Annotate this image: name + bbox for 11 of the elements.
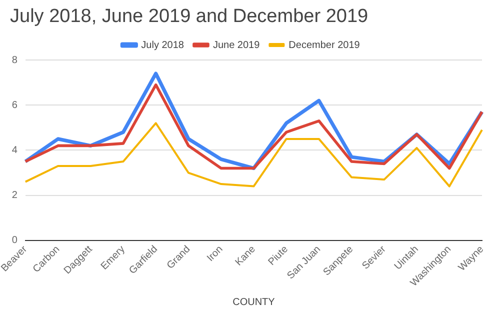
x-tick-label: Iron xyxy=(205,244,226,264)
y-tick-label: 2 xyxy=(12,190,18,202)
y-tick-label: 0 xyxy=(12,235,18,246)
legend-label: December 2019 xyxy=(288,40,360,51)
chart-title: July 2018, June 2019 and December 2019 xyxy=(10,6,368,28)
y-tick-label: 4 xyxy=(12,144,18,156)
y-tick-label: 8 xyxy=(12,54,18,66)
legend-label: June 2019 xyxy=(212,40,260,51)
legend-label: July 2018 xyxy=(141,40,184,51)
x-axis-title: COUNTY xyxy=(232,296,276,308)
y-tick-label: 6 xyxy=(12,100,18,111)
